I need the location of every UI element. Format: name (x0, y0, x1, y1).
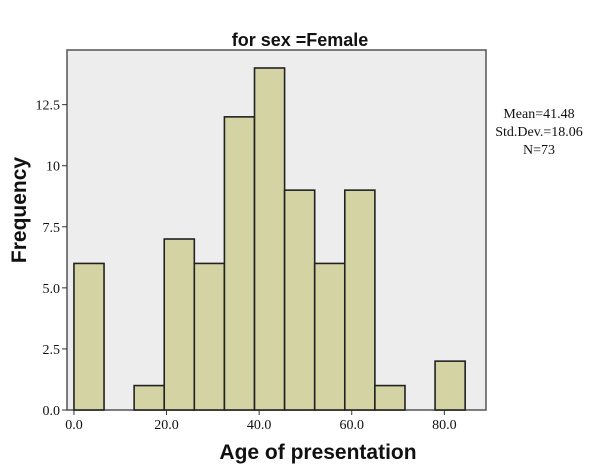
histogram-bar-0 (73, 262, 105, 411)
x-axis-title: Age of presentation (219, 441, 416, 464)
x-tick-label-4: 80.0 (432, 418, 457, 433)
x-tick-label-0: 0.0 (65, 418, 83, 433)
x-tick-label-1: 20.0 (154, 418, 179, 433)
y-tick-label-4: 10 (46, 160, 60, 175)
y-axis-title: Frequency (8, 157, 31, 264)
x-tick-label-2: 40.0 (247, 418, 272, 433)
histogram-bar-4 (223, 116, 256, 411)
y-tick-label-2: 5.0 (43, 282, 61, 297)
y-axis-ticks: 0.0 2.5 5.0 7.5 10 12.5 (36, 99, 67, 419)
histogram-bar-5 (253, 67, 286, 411)
histogram-bar-6 (283, 189, 316, 411)
histogram-bar-9 (374, 384, 406, 411)
y-tick-label-1: 2.5 (43, 343, 61, 358)
stats-std-dev: Std.Dev.=18.06 (495, 125, 583, 140)
stats-n: N=73 (523, 143, 555, 158)
histogram-bar-2 (163, 238, 196, 411)
histogram-bar-7 (313, 262, 346, 411)
histogram-bar-1 (133, 384, 166, 411)
x-axis-ticks: 0.0 20.0 40.0 60.0 80.0 (65, 410, 457, 433)
chart-title-line2: for sex =Female (232, 30, 369, 50)
x-tick-label-3: 60.0 (339, 418, 364, 433)
y-tick-label-3: 7.5 (43, 221, 61, 236)
bars-group (73, 67, 466, 411)
histogram-bar-3 (193, 262, 226, 411)
histogram-bar-10 (434, 360, 466, 411)
stats-mean: Mean=41.48 (503, 107, 574, 122)
y-tick-label-5: 12.5 (36, 99, 61, 114)
histogram-bar-8 (343, 189, 376, 411)
y-tick-label-0: 0.0 (43, 404, 61, 419)
